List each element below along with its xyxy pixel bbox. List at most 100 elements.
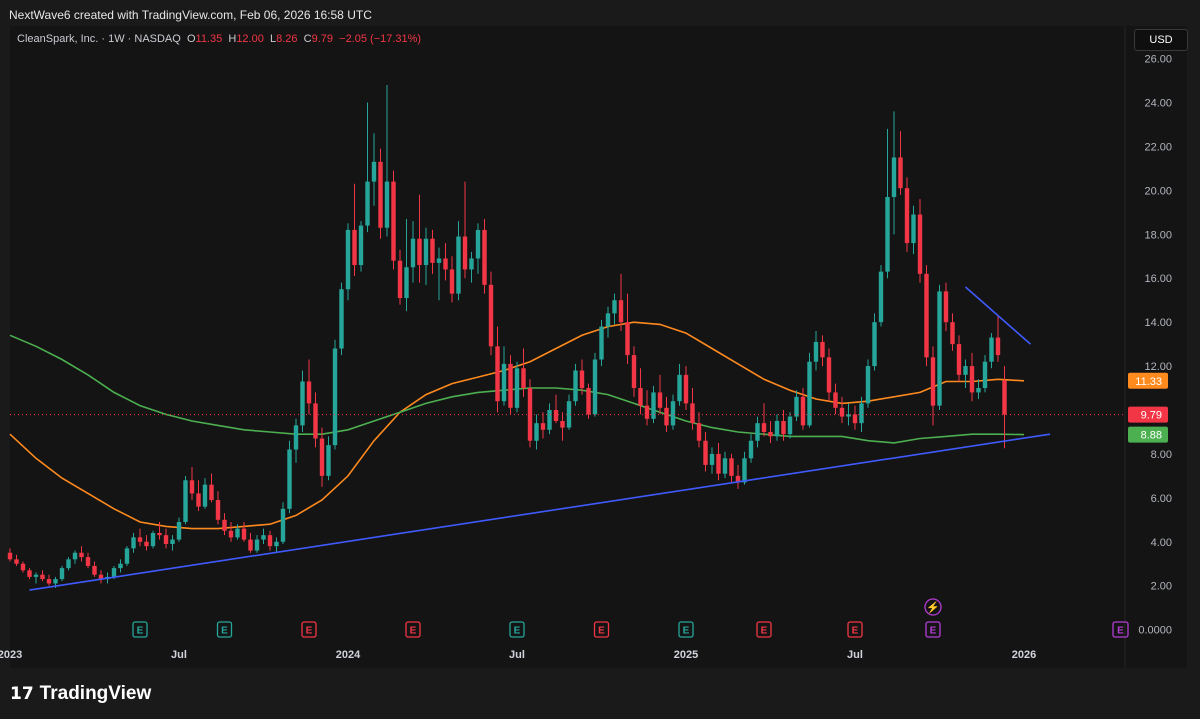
candle-body	[274, 541, 279, 547]
candle-body	[345, 229, 351, 290]
candle-body	[163, 535, 169, 544]
candle-body	[592, 359, 598, 415]
candle-body	[27, 570, 32, 577]
candle-body	[66, 559, 71, 569]
earnings-marker-icon	[678, 621, 694, 638]
candle-body	[300, 381, 305, 426]
candle-body	[248, 539, 253, 551]
candle-body	[384, 181, 390, 228]
candle-body	[378, 161, 383, 228]
candle-body	[235, 528, 240, 538]
candle-body	[436, 258, 442, 263]
candle-body	[209, 484, 214, 501]
candle-body	[826, 357, 832, 393]
candle-body	[742, 458, 747, 483]
candle-body	[59, 568, 65, 580]
earnings-marker-label: E	[761, 626, 768, 637]
candle-body	[963, 366, 968, 375]
price-label: 8.88	[1141, 430, 1162, 442]
candle-body	[371, 161, 377, 182]
candle-body	[508, 363, 513, 408]
candle-body	[85, 557, 91, 566]
open-label: O	[186, 33, 196, 45]
candle-body	[982, 361, 988, 389]
candle-body	[917, 214, 923, 274]
candle-body	[677, 374, 682, 402]
candle-body	[891, 157, 897, 197]
created-by-text: NextWave6 created with TradingView.com, …	[9, 8, 372, 22]
candle-body	[638, 388, 643, 406]
candle-body	[352, 229, 357, 266]
candle-body	[586, 388, 591, 415]
candle-body	[280, 508, 286, 542]
candle-body	[690, 403, 695, 424]
candle-body	[664, 407, 669, 426]
candle-body	[72, 552, 78, 560]
future-earnings-label: E	[1117, 626, 1124, 637]
moving-average-line-1	[9, 321, 1025, 530]
candle-body	[430, 238, 435, 263]
trendline-2	[964, 286, 1032, 345]
candle-body	[911, 214, 916, 244]
symbol-name: CleanSpark, Inc. · 1W · NASDAQ	[17, 33, 181, 45]
close-label: C	[303, 33, 312, 45]
price-label: 9.79	[1141, 410, 1162, 422]
candle-body	[755, 423, 760, 441]
candle-body	[774, 420, 780, 437]
candle-body	[157, 532, 162, 536]
brand-name: TradingView	[39, 683, 152, 704]
earnings-marker-label: E	[137, 626, 144, 637]
candle-body	[995, 337, 1001, 356]
candle-body	[313, 403, 318, 439]
candle-body	[846, 414, 851, 417]
candle-body	[46, 579, 52, 584]
candle-body	[937, 291, 942, 406]
candle-body	[196, 493, 201, 507]
candle-body	[365, 181, 370, 226]
candle-body	[339, 289, 344, 349]
top-bar: NextWave6 created with TradingView.com, …	[0, 0, 1200, 26]
y-tick-label: 12.00	[1144, 361, 1172, 373]
candle-body	[521, 368, 526, 389]
candle-body	[839, 407, 845, 417]
candle-body	[599, 326, 604, 360]
candle-body	[319, 438, 325, 476]
x-tick-label: Jul	[847, 649, 863, 661]
candle-body	[768, 431, 773, 437]
y-tick-label: 0.0000	[1138, 625, 1172, 637]
candle-body	[625, 322, 630, 356]
candle-body	[540, 423, 546, 430]
candle-body	[898, 157, 903, 189]
candle-body	[170, 539, 175, 544]
currency-button[interactable]: USD	[1134, 29, 1188, 51]
candle-body	[904, 188, 910, 244]
candle-body	[553, 410, 559, 421]
candle-body	[417, 238, 422, 266]
candle-body	[118, 563, 123, 569]
candle-body	[722, 458, 728, 474]
candle-body	[534, 423, 539, 441]
y-tick-label: 24.00	[1144, 98, 1172, 110]
candle-body	[189, 480, 195, 494]
candle-body	[495, 346, 500, 402]
candle-body	[144, 541, 149, 547]
candle-body	[254, 539, 260, 551]
candle-body	[111, 568, 117, 577]
earnings-marker-icon	[509, 621, 525, 638]
candle-body	[1002, 380, 1007, 415]
candle-body	[976, 388, 981, 393]
candle-body	[228, 530, 234, 538]
earnings-marker-label: E	[410, 626, 417, 637]
candle-body	[989, 337, 994, 362]
earnings-marker-label: E	[514, 626, 521, 637]
candle-body	[748, 440, 754, 459]
candle-body	[293, 425, 299, 450]
candle-body	[709, 453, 715, 465]
close-value: 9.79	[311, 33, 334, 45]
candle-body	[872, 322, 877, 367]
candle-body	[657, 392, 663, 408]
low-label: L	[269, 33, 277, 45]
earnings-marker-icon	[132, 621, 148, 638]
candle-body	[761, 423, 767, 432]
